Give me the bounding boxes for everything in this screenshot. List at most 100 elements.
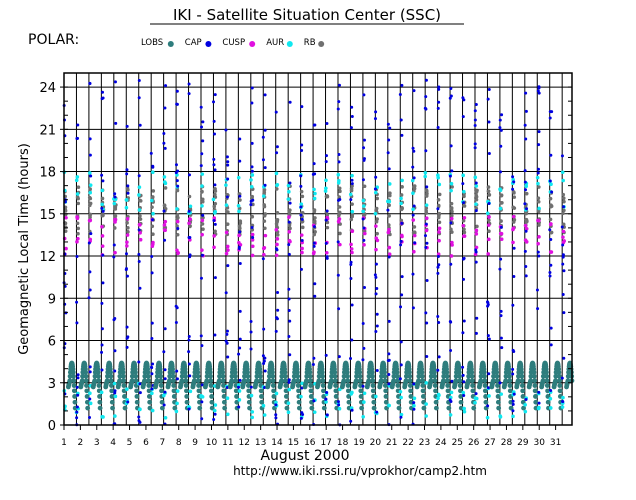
- point-lobs: [245, 369, 250, 375]
- point-lobs: [346, 394, 352, 399]
- point-cap: [524, 109, 528, 113]
- point-cap: [300, 239, 304, 243]
- point-rb: [512, 195, 517, 199]
- point-rb: [400, 185, 404, 189]
- point-lobs: [378, 378, 384, 384]
- point-cap: [238, 230, 242, 234]
- point-cusp: [412, 233, 417, 238]
- point-cap: [75, 410, 79, 414]
- point-cap: [362, 226, 366, 230]
- point-rb: [175, 224, 179, 228]
- point-cap: [113, 349, 117, 353]
- point-cap: [287, 297, 291, 301]
- point-cap: [114, 121, 118, 125]
- point-lobs: [246, 383, 251, 388]
- point-cap: [89, 174, 93, 178]
- point-lobs: [370, 388, 376, 394]
- point-cusp: [113, 250, 117, 255]
- point-lobs: [133, 378, 139, 384]
- point-lobs: [371, 399, 377, 405]
- point-cap: [324, 154, 328, 158]
- point-lobs: [71, 388, 77, 394]
- point-cap: [475, 316, 479, 320]
- point-cap: [274, 403, 278, 407]
- point-cusp: [387, 245, 392, 250]
- point-cusp: [561, 235, 565, 239]
- point-cap: [274, 329, 278, 333]
- point-cap: [76, 373, 80, 377]
- point-rb: [375, 231, 379, 236]
- point-lobs: [428, 373, 434, 379]
- point-cap: [324, 397, 328, 401]
- point-cusp: [386, 230, 391, 235]
- point-cap: [238, 346, 242, 350]
- point-rb: [561, 192, 566, 197]
- point-aur: [561, 178, 565, 183]
- x-tick-label: 17: [320, 438, 331, 448]
- point-lobs: [241, 378, 247, 384]
- point-cap: [549, 263, 553, 267]
- point-cusp: [511, 214, 516, 219]
- point-lobs: [490, 378, 496, 384]
- point-aur: [437, 182, 442, 187]
- point-cap: [423, 234, 427, 238]
- point-aur: [312, 410, 317, 414]
- point-cap: [300, 105, 304, 109]
- point-cap: [237, 405, 241, 409]
- point-cap: [288, 181, 292, 185]
- point-lobs: [304, 378, 309, 384]
- point-cap: [436, 368, 440, 372]
- point-cap: [423, 106, 427, 110]
- point-cap: [413, 241, 417, 245]
- point-aur: [449, 390, 454, 395]
- point-rb: [437, 220, 442, 225]
- point-lobs: [407, 383, 413, 388]
- point-cap: [137, 79, 141, 83]
- point-lobs: [495, 388, 501, 394]
- point-aur: [199, 394, 203, 399]
- point-cap: [88, 137, 92, 141]
- point-cusp: [349, 247, 354, 251]
- point-rb: [450, 214, 454, 218]
- point-cap: [462, 393, 466, 397]
- point-cap: [486, 386, 490, 390]
- point-cap: [499, 225, 503, 229]
- y-tick-label: 6: [48, 335, 56, 350]
- point-lobs: [232, 369, 238, 375]
- point-lobs: [109, 383, 114, 388]
- point-cap: [288, 100, 292, 104]
- point-lobs: [507, 378, 513, 384]
- point-lobs: [407, 373, 413, 379]
- point-cap: [511, 409, 515, 413]
- point-cusp: [424, 228, 429, 233]
- point-lobs: [471, 405, 477, 411]
- point-lobs: [154, 373, 160, 379]
- point-rb: [250, 214, 255, 219]
- point-cap: [226, 177, 230, 181]
- point-cap: [262, 327, 266, 331]
- point-cap: [499, 309, 503, 313]
- point-cap: [311, 362, 315, 366]
- point-cap: [300, 217, 304, 221]
- point-cap: [498, 267, 502, 271]
- point-cap: [424, 149, 428, 153]
- point-cap: [125, 325, 129, 329]
- point-lobs: [234, 394, 239, 399]
- point-cap: [324, 218, 328, 222]
- point-cap: [274, 247, 278, 251]
- point-rb: [462, 204, 467, 208]
- point-cap: [474, 181, 478, 185]
- y-tick-label: 24: [39, 81, 56, 96]
- point-rb: [151, 189, 156, 193]
- point-lobs: [370, 378, 376, 384]
- point-cap: [325, 209, 329, 213]
- x-tick-label: 6: [143, 438, 149, 448]
- point-cap: [312, 241, 316, 245]
- point-cap: [176, 184, 180, 188]
- point-cap: [350, 178, 354, 182]
- point-rb: [88, 212, 93, 217]
- point-aur: [412, 403, 416, 408]
- point-cap: [113, 389, 117, 393]
- point-cap: [275, 145, 279, 149]
- point-lobs: [519, 378, 525, 384]
